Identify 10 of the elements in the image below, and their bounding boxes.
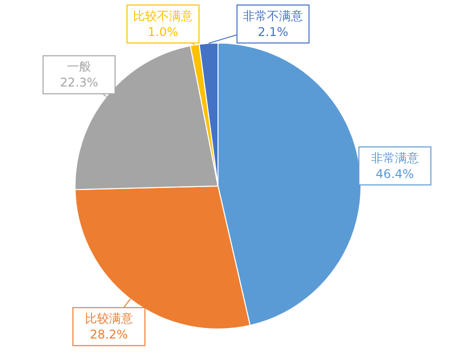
data-label: 1.0%	[148, 25, 178, 39]
slice-label: 比较不满意	[133, 9, 193, 23]
slice-label: 一般	[67, 60, 92, 74]
slice-label: 比较满意	[84, 312, 133, 326]
data-label: 28.2%	[90, 328, 128, 342]
data-label: 22.3%	[60, 76, 98, 90]
data-label: 2.1%	[258, 25, 288, 39]
slice-label: 非常满意	[370, 150, 419, 165]
data-label: 46.4%	[376, 166, 414, 181]
slice-label: 非常不满意	[243, 9, 303, 23]
